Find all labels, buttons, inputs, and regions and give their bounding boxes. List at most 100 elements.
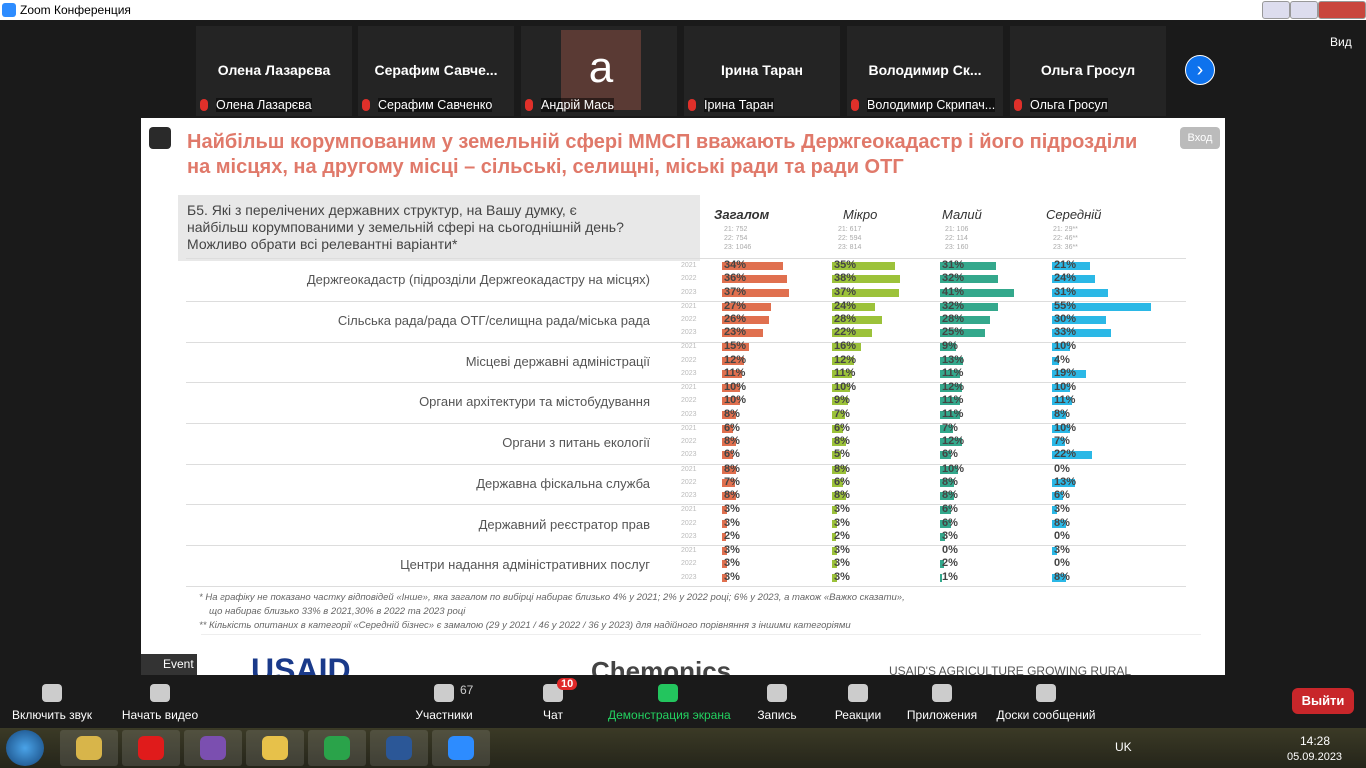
bar bbox=[832, 302, 876, 311]
window-control[interactable] bbox=[1262, 1, 1290, 19]
bar bbox=[832, 384, 850, 393]
app-icon bbox=[200, 736, 226, 760]
sample-size: 22: 114 bbox=[945, 235, 968, 242]
enter-button[interactable]: Вход bbox=[1180, 127, 1220, 149]
bar bbox=[722, 316, 769, 324]
toolbar-icon bbox=[1036, 684, 1056, 702]
question-text: найбільш корумпованими у земельній сфері… bbox=[187, 219, 624, 235]
bar-value-label: 3% bbox=[1054, 543, 1070, 556]
muted-icon bbox=[851, 99, 859, 111]
toolbar-label: Участники bbox=[415, 708, 473, 722]
toolbar-button[interactable]: Доски сообщений bbox=[986, 678, 1106, 726]
bar bbox=[722, 573, 728, 582]
participant-label: Андрій Мась bbox=[541, 98, 614, 112]
year-label: 2021 bbox=[681, 343, 697, 351]
logo: USAID'S AGRICULTURE GROWING RURAL bbox=[889, 664, 1132, 675]
participant-label: Олена Лазарєва bbox=[216, 98, 312, 112]
bar-value-label: 38% bbox=[834, 272, 857, 285]
bar bbox=[940, 302, 998, 311]
participant-tile: Ірина Таран Ірина Таран bbox=[684, 26, 840, 116]
app-icon bbox=[262, 736, 288, 760]
bar-value-label: 12% bbox=[724, 353, 747, 366]
clock-time[interactable]: 14:28 bbox=[1300, 734, 1331, 748]
bar bbox=[1052, 573, 1067, 582]
year-label: 2023 bbox=[681, 492, 697, 500]
language[interactable]: UK bbox=[1115, 740, 1132, 754]
toolbar-button[interactable]: Приложения bbox=[882, 678, 1002, 726]
footnote: що набирає близько 33% в 2021,30% в 2022… bbox=[209, 606, 466, 617]
taskbar-app[interactable] bbox=[60, 730, 118, 766]
toolbar-button[interactable]: Запись bbox=[717, 678, 837, 726]
bar bbox=[832, 275, 901, 284]
bar-value-label: 21% bbox=[1054, 259, 1077, 271]
toolbar-icon bbox=[932, 684, 952, 702]
toolbar-button[interactable]: Включить звук bbox=[0, 678, 112, 726]
window-control[interactable] bbox=[1318, 1, 1366, 19]
clock-date[interactable]: 05.09.2023 bbox=[1287, 751, 1343, 763]
taskbar-app[interactable] bbox=[308, 730, 366, 766]
sample-size: 23: 814 bbox=[838, 244, 862, 251]
bar-value-label: 4% bbox=[1054, 353, 1070, 366]
bar-value-label: 28% bbox=[942, 313, 965, 325]
taskbar-app[interactable] bbox=[432, 730, 490, 766]
exit-button[interactable]: Выйти bbox=[1292, 688, 1354, 714]
bar bbox=[940, 384, 962, 393]
window-control[interactable] bbox=[1290, 1, 1318, 19]
bar bbox=[940, 329, 985, 338]
separator bbox=[201, 634, 1201, 635]
group-header: Середній bbox=[1046, 207, 1102, 222]
bar-value-label: 7% bbox=[724, 475, 740, 488]
taskbar-app[interactable] bbox=[122, 730, 180, 766]
bar-value-label: 8% bbox=[724, 462, 740, 475]
taskbar-app[interactable] bbox=[246, 730, 304, 766]
toolbar-button[interactable]: Чат 10 bbox=[493, 678, 613, 726]
toolbar-button[interactable]: Участники 67 bbox=[384, 678, 504, 726]
participant-label: Серафим Савченко bbox=[378, 98, 493, 112]
year-label: 2021 bbox=[681, 262, 697, 269]
toolbar-button[interactable]: Демонстрация экрана bbox=[608, 678, 731, 726]
bar bbox=[940, 356, 964, 365]
bar-value-label: 8% bbox=[724, 407, 740, 420]
footnote: * На графіку не показано частку відповід… bbox=[199, 592, 905, 603]
bar bbox=[722, 532, 726, 541]
view-button[interactable]: Вид bbox=[1330, 35, 1352, 49]
toolbar-button[interactable]: Реакции bbox=[798, 678, 918, 726]
sample-size: 22: 754 bbox=[724, 235, 748, 242]
bar bbox=[832, 492, 847, 501]
toolbar-icon bbox=[434, 684, 454, 702]
bar bbox=[832, 532, 836, 541]
year-label: 2022 bbox=[681, 316, 697, 323]
next-page[interactable]: › bbox=[1185, 55, 1215, 85]
toolbar-button[interactable]: Начать видео bbox=[100, 678, 220, 726]
row-label: Державна фіскальна служба bbox=[476, 475, 650, 491]
meeting-toolbar bbox=[0, 675, 1366, 728]
bar bbox=[722, 343, 749, 352]
bar bbox=[940, 288, 1014, 297]
bar-value-label: 11% bbox=[942, 367, 964, 379]
year-label: 2021 bbox=[681, 546, 697, 554]
bar bbox=[1052, 302, 1151, 311]
security-shield bbox=[149, 127, 171, 149]
question-text: Можливо обрати всі релевантні варіанти* bbox=[187, 236, 458, 252]
bar-value-label: 8% bbox=[1054, 570, 1070, 583]
participant-label: Ірина Таран bbox=[704, 98, 774, 112]
bar bbox=[1052, 519, 1067, 528]
bar-value-label: 6% bbox=[724, 421, 740, 434]
taskbar-app[interactable] bbox=[184, 730, 242, 766]
bar-value-label: 35% bbox=[834, 259, 857, 271]
muted-icon bbox=[688, 99, 696, 111]
bar bbox=[722, 302, 771, 311]
bar bbox=[722, 519, 728, 528]
bar-value-label: 6% bbox=[834, 475, 850, 488]
taskbar-app[interactable] bbox=[370, 730, 428, 766]
bar bbox=[832, 356, 854, 365]
bar-value-label: 10% bbox=[1054, 421, 1077, 434]
separator bbox=[186, 504, 1186, 506]
bar-value-label: 10% bbox=[1054, 381, 1077, 394]
bar bbox=[1052, 438, 1065, 447]
bar bbox=[940, 492, 955, 501]
bar-value-label: 11% bbox=[942, 394, 964, 407]
bar-value-label: 34% bbox=[724, 259, 747, 271]
start-button[interactable] bbox=[6, 730, 44, 766]
